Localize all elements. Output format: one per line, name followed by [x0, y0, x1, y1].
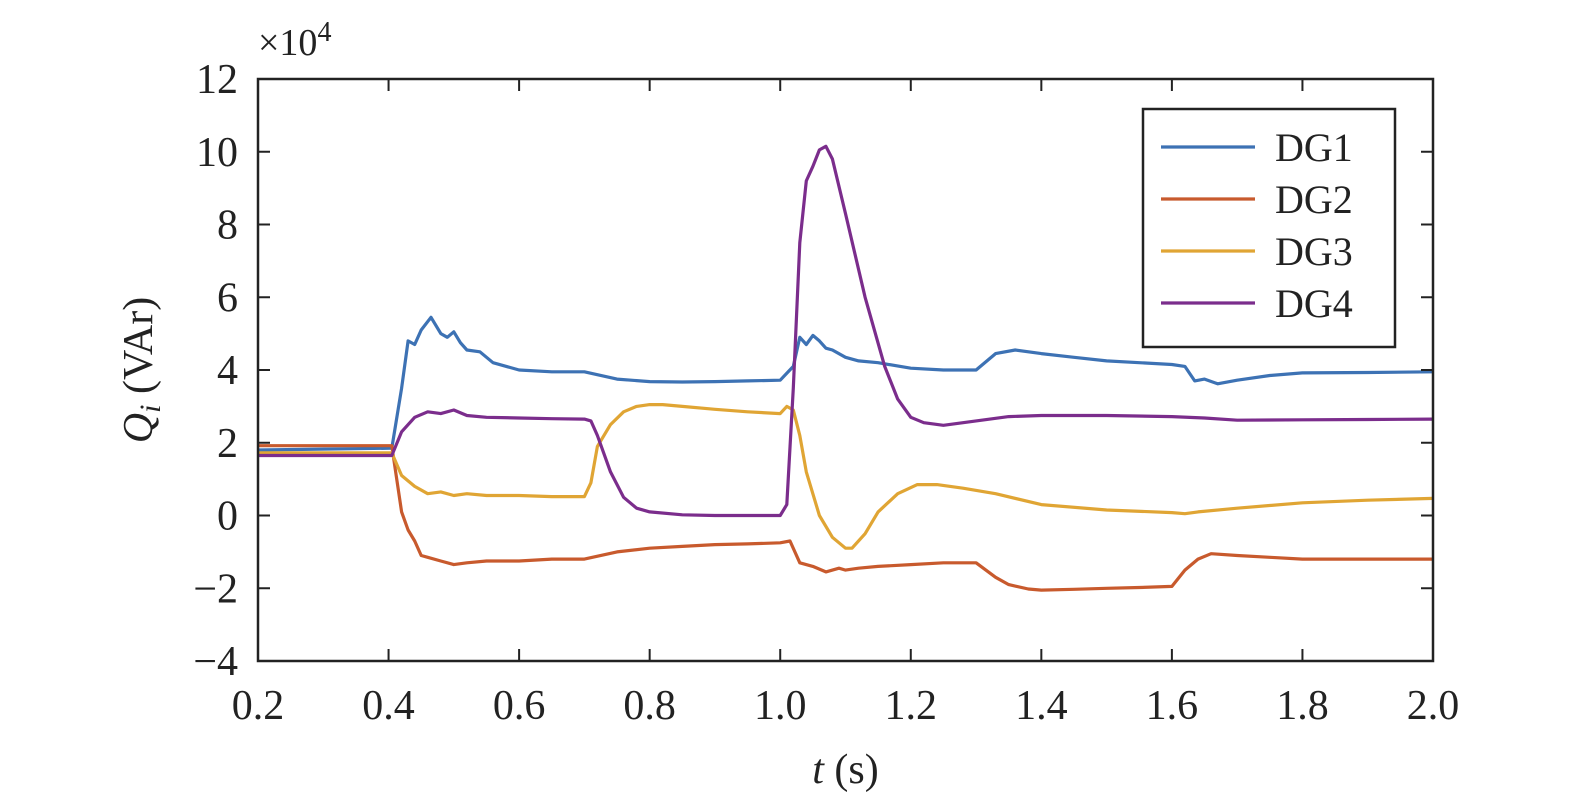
x-tick-label: 1.4: [1015, 683, 1068, 729]
x-axis-unit: (s): [824, 747, 879, 793]
y-tick-label: −2: [193, 566, 238, 612]
y-exponent-base: ×10: [258, 22, 317, 64]
legend-label: DG2: [1275, 177, 1353, 222]
legend: DG1 DG2 DG3 DG4: [1141, 107, 1397, 349]
x-tick-label: 0.2: [232, 683, 285, 729]
y-axis: −4 −2 0 2 4 6 8 10 12: [193, 57, 1433, 685]
x-tick-label: 0.8: [623, 683, 676, 729]
x-axis-title: t (s): [812, 747, 879, 793]
legend-item-dg4: DG4: [1161, 281, 1353, 326]
legend-label: DG1: [1275, 125, 1353, 170]
y-tick-label: 12: [196, 57, 238, 103]
x-tick-label: 0.6: [493, 683, 546, 729]
x-axis-variable: t: [812, 747, 825, 793]
series-line-dg3: [258, 403, 1433, 550]
x-tick-label: 1.0: [754, 683, 807, 729]
y-axis-title: Qi (VAr): [116, 297, 167, 443]
x-tick-label: 0.4: [362, 683, 415, 729]
y-tick-label: 4: [217, 348, 238, 394]
legend-box: [1141, 107, 1397, 349]
x-tick-label: 1.8: [1276, 683, 1329, 729]
y-axis-unit: (VAr): [116, 297, 162, 405]
y-tick-label: 0: [217, 494, 238, 540]
legend-label: DG4: [1275, 281, 1353, 326]
legend-item-dg1: DG1: [1161, 125, 1353, 170]
series-line-dg4: [258, 144, 1433, 518]
legend-item-dg2: DG2: [1161, 177, 1353, 222]
svg-text:×104: ×104: [258, 17, 331, 64]
y-exponent-power: 4: [317, 17, 331, 48]
legend-item-dg3: DG3: [1161, 229, 1353, 274]
legend-label: DG3: [1275, 229, 1353, 274]
y-tick-label: 8: [217, 203, 238, 249]
y-axis-exponent: ×104: [258, 17, 331, 64]
series-layer: [258, 144, 1433, 592]
y-axis-subscript: i: [134, 405, 167, 413]
y-tick-label: 10: [196, 130, 238, 176]
x-tick-label: 1.2: [885, 683, 938, 729]
y-tick-label: 6: [217, 275, 238, 321]
series-line-dg1: [258, 315, 1433, 452]
y-tick-label: 2: [217, 421, 238, 467]
x-axis: 0.2 0.4 0.6 0.8 1.0 1.2 1.4 1.6 1.8 2.0: [232, 79, 1460, 729]
x-tick-label: 2.0: [1407, 683, 1460, 729]
series-line-dg2: [258, 444, 1433, 592]
x-tick-label: 1.6: [1146, 683, 1199, 729]
y-axis-variable: Q: [116, 413, 162, 443]
y-tick-label: −4: [193, 639, 238, 685]
